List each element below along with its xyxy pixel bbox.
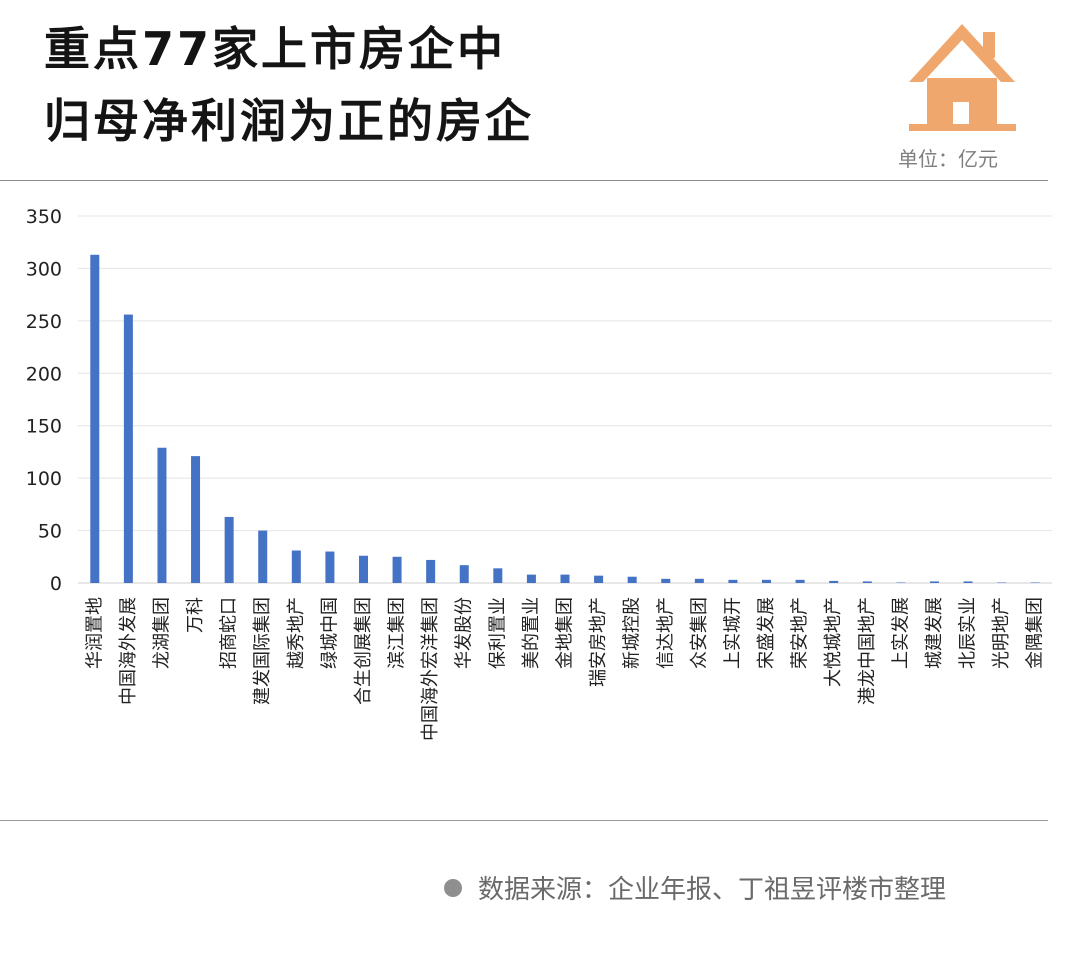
bar bbox=[929, 581, 939, 583]
bar bbox=[459, 565, 469, 583]
y-tick-label: 100 bbox=[26, 468, 62, 490]
y-tick-label: 250 bbox=[26, 311, 62, 333]
bar bbox=[358, 555, 368, 583]
bar bbox=[426, 559, 436, 583]
x-tick-label: 龙湖集团 bbox=[151, 597, 172, 669]
x-tick-label: 合生创展集团 bbox=[353, 597, 374, 705]
bar bbox=[997, 582, 1007, 583]
x-tick-label: 众安集团 bbox=[689, 597, 710, 669]
bar bbox=[325, 551, 335, 583]
bar bbox=[728, 579, 738, 583]
top-divider bbox=[0, 180, 1048, 181]
page-title-line-2: 归母净利润为正的房企 bbox=[44, 94, 534, 148]
bar bbox=[627, 576, 637, 583]
x-tick-label: 美的置业 bbox=[521, 597, 542, 669]
bar bbox=[392, 556, 402, 583]
x-tick-label: 上实城开 bbox=[722, 597, 743, 669]
bar bbox=[762, 579, 772, 583]
unit-label: 单位：亿元 bbox=[898, 147, 998, 171]
x-tick-label: 信达地产 bbox=[655, 597, 676, 669]
data-source-note: 数据来源：企业年报、丁祖昱评楼市整理 bbox=[444, 869, 946, 906]
x-tick-label: 中国海外宏洋集团 bbox=[420, 597, 441, 741]
bar bbox=[896, 582, 906, 583]
x-tick-label: 金地集团 bbox=[555, 597, 576, 669]
house-roof bbox=[909, 24, 1015, 82]
bar bbox=[829, 580, 839, 583]
bar bbox=[493, 568, 503, 583]
bar bbox=[594, 575, 604, 583]
bar bbox=[661, 578, 671, 583]
bar bbox=[157, 447, 167, 583]
x-tick-label: 华发股份 bbox=[454, 597, 475, 669]
x-tick-label: 宋盛发展 bbox=[756, 597, 777, 669]
x-tick-label: 保利置业 bbox=[487, 597, 508, 669]
bar bbox=[123, 314, 133, 583]
x-tick-label: 绿城中国 bbox=[319, 597, 340, 669]
y-tick-label: 300 bbox=[26, 258, 62, 280]
house-icon bbox=[909, 24, 1016, 131]
x-tick-label: 华润置地 bbox=[84, 597, 105, 669]
y-tick-label: 0 bbox=[50, 573, 62, 595]
bar bbox=[90, 254, 100, 583]
x-tick-label: 荣安地产 bbox=[790, 597, 811, 669]
x-tick-label: 北辰实业 bbox=[958, 597, 979, 669]
x-tick-label: 瑞安房地产 bbox=[588, 597, 609, 687]
bar bbox=[191, 456, 201, 583]
x-tick-label: 建发国际集团 bbox=[252, 597, 273, 705]
x-tick-label: 光明地产 bbox=[991, 597, 1012, 669]
x-tick-label: 越秀地产 bbox=[286, 597, 307, 669]
bar bbox=[258, 530, 268, 583]
x-tick-label: 大悦城地产 bbox=[823, 597, 844, 687]
data-source-text: 数据来源：企业年报、丁祖昱评楼市整理 bbox=[478, 875, 947, 905]
x-tick-label: 新城控股 bbox=[622, 597, 643, 669]
bar bbox=[291, 550, 301, 583]
y-tick-label: 150 bbox=[26, 416, 62, 438]
bar bbox=[963, 581, 973, 583]
bar bbox=[694, 578, 704, 583]
x-tick-label: 金隅集团 bbox=[1025, 597, 1046, 669]
y-tick-label: 200 bbox=[26, 363, 62, 385]
bar-chart: 0 50 100 150 200 250 300 350 华润置地 中国海外发展 龙湖集团 万科 招商蛇… bbox=[26, 206, 1052, 741]
bottom-divider bbox=[0, 820, 1048, 821]
x-tick-label: 中国海外发展 bbox=[118, 597, 139, 705]
bar bbox=[560, 574, 570, 583]
x-tick-label: 城建发展 bbox=[924, 597, 945, 669]
x-tick-label: 招商蛇口 bbox=[219, 597, 240, 669]
bar bbox=[1030, 582, 1040, 583]
x-tick-label: 港龙中国地产 bbox=[857, 597, 878, 705]
bar bbox=[862, 581, 872, 583]
bar bbox=[526, 574, 536, 583]
house-door bbox=[953, 102, 969, 124]
bar bbox=[224, 516, 234, 583]
house-base bbox=[909, 124, 1016, 131]
bar bbox=[795, 579, 805, 583]
x-tick-label: 滨江集团 bbox=[387, 597, 408, 669]
bullet-dot bbox=[444, 879, 462, 897]
x-tick-label: 万科 bbox=[185, 597, 206, 633]
x-tick-label: 上实发展 bbox=[890, 597, 911, 669]
y-tick-label: 350 bbox=[26, 206, 62, 228]
y-tick-label: 50 bbox=[38, 521, 62, 543]
page-title-line-1: 重点77家上市房企中 bbox=[44, 22, 507, 76]
